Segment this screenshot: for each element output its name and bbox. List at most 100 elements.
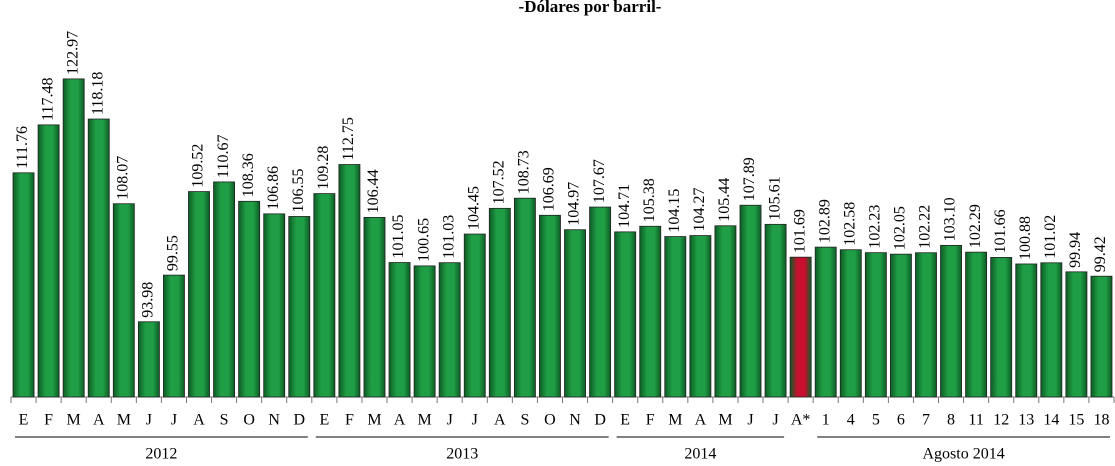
- bar: [915, 252, 937, 398]
- bar: [213, 181, 236, 398]
- bar: [1015, 263, 1038, 398]
- bar: [513, 197, 536, 398]
- x-tick-label: E: [19, 412, 29, 429]
- bar: [338, 164, 361, 398]
- value-label: 101.66: [992, 209, 1009, 253]
- bar: [739, 204, 762, 398]
- x-tick-label: D: [594, 412, 606, 429]
- value-label: 106.86: [265, 166, 282, 210]
- bar: [714, 225, 737, 398]
- bar: [163, 274, 185, 398]
- value-label: 100.65: [415, 218, 432, 262]
- x-tick-label: 18: [1093, 412, 1109, 429]
- value-label: 102.05: [892, 206, 909, 250]
- value-label: 111.76: [14, 126, 31, 169]
- bar: [37, 124, 60, 398]
- bar: [664, 236, 687, 398]
- x-tick-label: 7: [922, 412, 930, 429]
- x-tick-label: M: [718, 412, 732, 429]
- bar: [764, 223, 787, 398]
- x-tick-label: 15: [1068, 412, 1084, 429]
- value-label: 102.23: [867, 205, 884, 249]
- bar: [288, 216, 311, 398]
- group-label: 2014: [684, 446, 716, 463]
- value-label: 99.42: [1092, 236, 1109, 272]
- x-tick-label: A: [695, 412, 707, 429]
- value-label: 105.44: [716, 178, 733, 222]
- value-label: 101.03: [440, 215, 457, 259]
- value-label: 108.73: [516, 150, 533, 194]
- x-tick-label: F: [646, 412, 655, 429]
- value-label: 106.55: [290, 168, 307, 212]
- value-label: 104.97: [566, 182, 583, 226]
- x-tick-label: 13: [1018, 412, 1034, 429]
- x-tick-label: F: [44, 412, 53, 429]
- bar: [1090, 275, 1113, 398]
- group-label: Agosto 2014: [922, 446, 1004, 463]
- x-tick-label: 14: [1043, 412, 1059, 429]
- x-tick-label: M: [67, 412, 81, 429]
- value-label: 102.58: [841, 202, 858, 246]
- bar: [1040, 262, 1063, 398]
- bar: [564, 229, 586, 398]
- value-label: 100.88: [1017, 216, 1034, 260]
- value-label: 105.61: [766, 176, 783, 220]
- x-tick-label: M: [117, 412, 131, 429]
- value-label: 105.38: [641, 178, 658, 222]
- bar: [112, 203, 135, 398]
- x-tick-label: M: [668, 412, 682, 429]
- x-tick-label: 5: [872, 412, 880, 429]
- value-label: 106.69: [541, 167, 558, 211]
- value-label: 106.44: [365, 169, 382, 213]
- value-label: 104.27: [691, 188, 708, 232]
- x-tick-label: M: [418, 412, 432, 429]
- value-label: 101.02: [1042, 215, 1059, 259]
- x-tick-label: 11: [968, 412, 983, 429]
- value-label: 117.48: [39, 77, 56, 120]
- x-tick-label: S: [520, 412, 529, 429]
- bar: [539, 214, 561, 398]
- bar: [839, 249, 862, 398]
- bar: [864, 252, 887, 398]
- x-tick-label: J: [747, 412, 753, 429]
- value-label: 107.67: [591, 159, 608, 203]
- x-tick-label: 12: [993, 412, 1009, 429]
- x-tick-label: A: [193, 412, 205, 429]
- value-label: 112.75: [340, 117, 357, 160]
- bar: [589, 206, 612, 398]
- bar: [438, 262, 461, 398]
- x-tick-label: E: [319, 412, 329, 429]
- value-label: 109.52: [190, 144, 207, 188]
- value-label: 107.52: [491, 160, 508, 204]
- x-tick-label: S: [220, 412, 229, 429]
- bar: [1065, 271, 1088, 398]
- value-label: 101.05: [390, 215, 407, 259]
- x-tick-label: A: [394, 412, 406, 429]
- bar: [363, 216, 386, 398]
- bar: [188, 191, 210, 398]
- bar: [965, 251, 988, 398]
- x-tick-label: M: [367, 412, 381, 429]
- value-label: 122.97: [64, 31, 81, 75]
- x-tick-label: E: [620, 412, 630, 429]
- x-tick-label: 4: [847, 412, 855, 429]
- bar: [639, 225, 662, 398]
- value-label: 102.89: [816, 199, 833, 243]
- group-label: 2012: [145, 446, 177, 463]
- x-tick-label: J: [146, 412, 152, 429]
- bar: [238, 200, 261, 398]
- bar: [614, 231, 637, 398]
- x-tick-label: O: [243, 412, 255, 429]
- value-label: 108.36: [240, 153, 257, 197]
- value-label: 108.07: [114, 156, 131, 200]
- value-label: 104.45: [465, 186, 482, 230]
- bar: [488, 207, 511, 398]
- value-label: 99.55: [165, 235, 182, 271]
- value-label: 107.89: [741, 157, 758, 201]
- chart-title: -Dólares por barril-: [519, 0, 662, 16]
- value-label: 118.18: [89, 72, 106, 115]
- x-tick-label: 8: [947, 412, 955, 429]
- x-tick-label: F: [345, 412, 354, 429]
- x-tick-label: A: [93, 412, 105, 429]
